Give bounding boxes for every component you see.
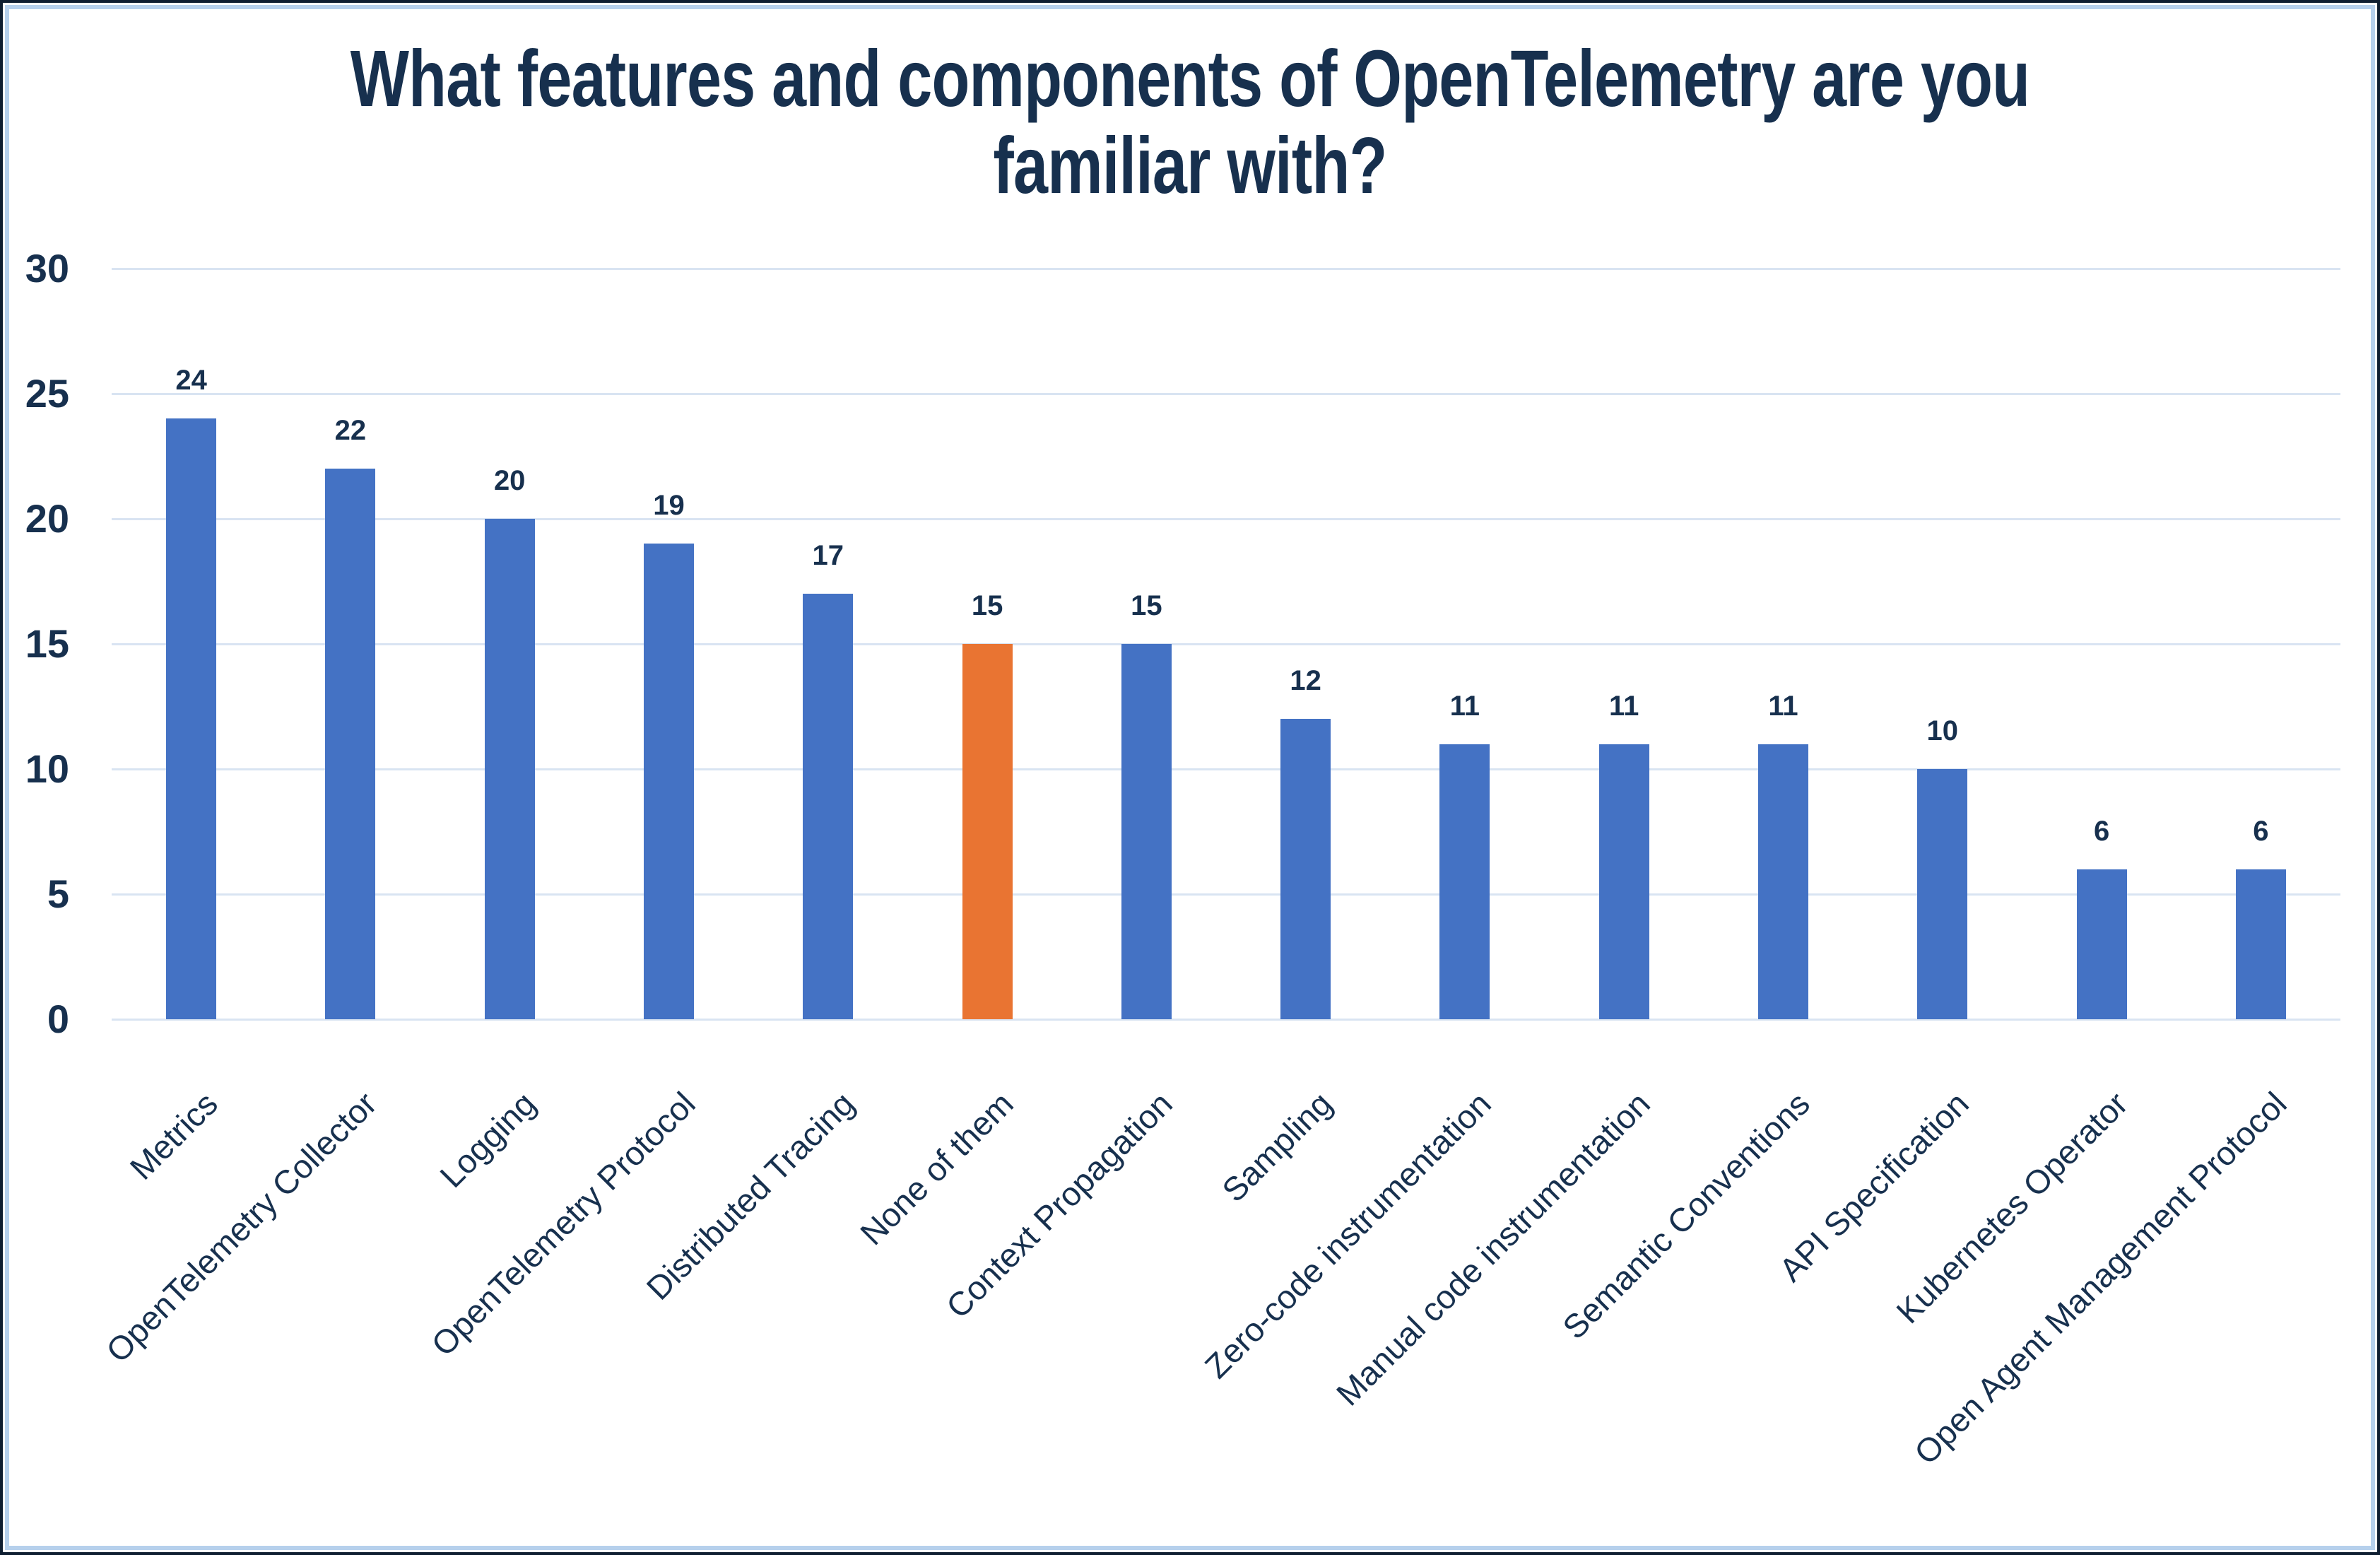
chart-title-line2: familiar with?: [993, 121, 1387, 210]
bar-open-agent-management-protocol: [2235, 869, 2286, 1019]
bar-logging: [484, 519, 535, 1019]
bar-semantic-conventions: [1758, 744, 1808, 1019]
value-label-logging: 20: [493, 465, 526, 496]
value-label-open-agent-management-protocol: 6: [2253, 815, 2269, 847]
gridline-30: [112, 267, 2340, 270]
bar-none-of-them: [962, 644, 1013, 1019]
bar-sampling: [1280, 719, 1331, 1019]
gridline-15: [112, 642, 2340, 645]
gridline-5: [112, 893, 2340, 896]
y-axis-tick-label-20: 20: [25, 496, 69, 541]
gridline-20: [112, 517, 2340, 520]
value-label-opentelemetry-collector: 22: [334, 415, 367, 447]
value-label-manual-code-instrumentation: 11: [1609, 690, 1639, 722]
gridline-0: [112, 1018, 2340, 1021]
gridline-10: [112, 768, 2340, 770]
bar-opentelemetry-collector: [325, 469, 376, 1019]
value-label-kubernetes-operator: 6: [2093, 815, 2110, 847]
value-label-sampling: 12: [1290, 665, 1321, 697]
y-axis-tick-label-10: 10: [25, 746, 69, 791]
bar-distributed-tracing: [803, 594, 854, 1019]
bar-kubernetes-operator: [2076, 869, 2127, 1019]
y-axis-tick-label-0: 0: [47, 997, 69, 1041]
value-label-context-propagation: 15: [1131, 590, 1162, 621]
bar-zero-code-instrumentation: [1439, 744, 1490, 1019]
value-label-semantic-conventions: 11: [1768, 690, 1798, 722]
x-axis-category-label-metrics: Metrics: [122, 1084, 225, 1187]
value-label-api-specification: 10: [1926, 715, 1959, 746]
y-axis-tick-label-25: 25: [25, 371, 69, 416]
y-axis-tick-label-15: 15: [25, 621, 69, 666]
value-label-opentelemetry-protocol: 19: [653, 490, 685, 522]
chart-title: What features and components of OpenTele…: [261, 35, 2118, 209]
value-label-distributed-tracing: 17: [812, 540, 844, 572]
gridline-25: [112, 392, 2340, 395]
bar-manual-code-instrumentation: [1598, 744, 1649, 1019]
bar-metrics: [166, 418, 217, 1019]
bar-api-specification: [1917, 769, 1968, 1019]
y-axis-tick-label-5: 5: [47, 872, 69, 916]
value-label-metrics: 24: [175, 365, 207, 397]
value-label-none-of-them: 15: [971, 590, 1003, 621]
value-label-zero-code-instrumentation: 11: [1449, 690, 1480, 722]
chart-title-line1: What features and components of OpenTele…: [350, 34, 2030, 123]
bar-opentelemetry-protocol: [644, 544, 694, 1019]
y-axis-tick-label-30: 30: [25, 246, 69, 291]
bar-context-propagation: [1121, 644, 1172, 1019]
